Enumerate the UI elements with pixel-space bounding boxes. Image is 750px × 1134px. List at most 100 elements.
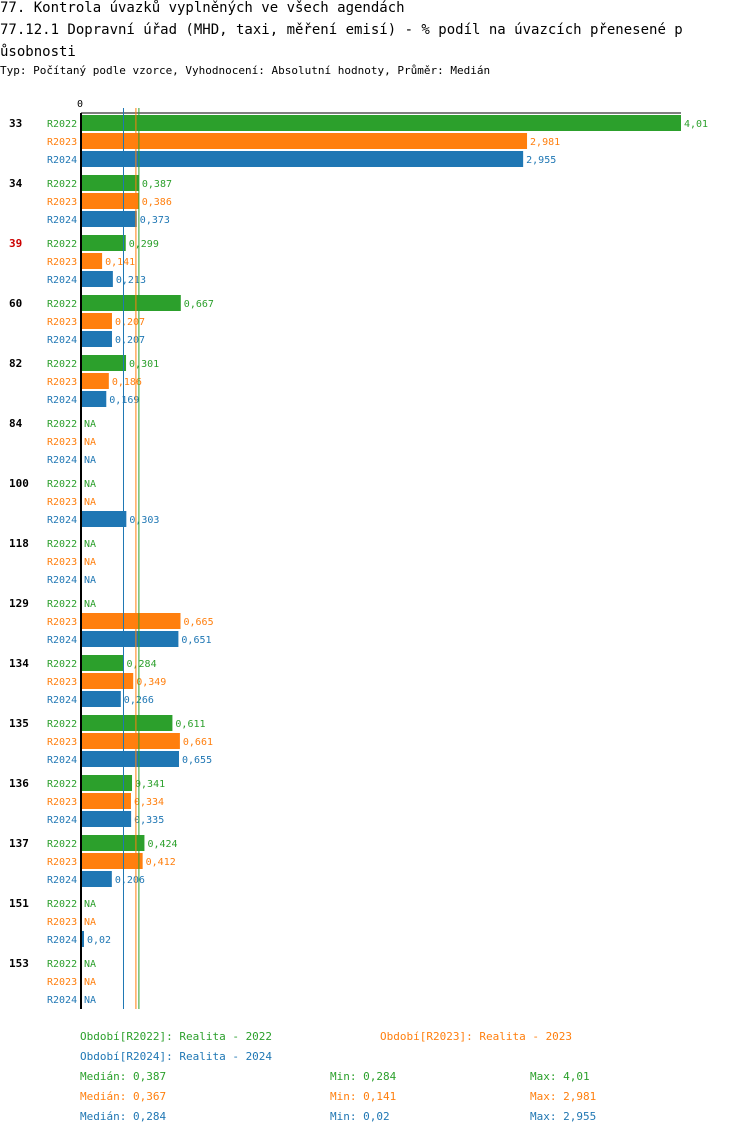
value-label-33-R2023: 2,981 xyxy=(530,137,560,148)
value-label-33-R2022: 4,01 xyxy=(684,119,708,130)
value-label-129-R2022: NA xyxy=(84,599,96,610)
bar-39-R2023 xyxy=(81,253,103,269)
series-label-82-R2022: R2022 xyxy=(47,359,77,370)
series-label-153-R2023: R2023 xyxy=(47,977,77,988)
chart-title-line-1: 77. Kontrola úvazků vyplněných ve všech … xyxy=(0,0,405,16)
value-label-34-R2024: 0,373 xyxy=(140,215,170,226)
bar-134-R2024 xyxy=(81,691,121,707)
bar-39-R2024 xyxy=(81,271,113,287)
value-label-82-R2023: 0,186 xyxy=(112,377,142,388)
series-label-60-R2022: R2022 xyxy=(47,299,77,310)
bar-60-R2023 xyxy=(81,313,112,329)
value-label-153-R2022: NA xyxy=(84,959,96,970)
bar-60-R2024 xyxy=(81,331,112,347)
series-label-39-R2022: R2022 xyxy=(47,239,77,250)
bar-136-R2023 xyxy=(81,793,131,809)
category-label-151: 151 xyxy=(9,897,29,910)
value-label-82-R2022: 0,301 xyxy=(129,359,159,370)
stat-median-r2023: Medián: 0,367 xyxy=(80,1090,167,1103)
series-label-39-R2024: R2024 xyxy=(47,275,77,286)
series-label-137-R2023: R2023 xyxy=(47,857,77,868)
series-label-39-R2023: R2023 xyxy=(47,257,77,268)
category-label-118: 118 xyxy=(9,537,29,550)
stat-max-r2023: Max: 2,981 xyxy=(530,1090,597,1103)
category-label-153: 153 xyxy=(9,957,29,970)
value-label-129-R2023: 0,665 xyxy=(184,617,214,628)
series-label-84-R2024: R2024 xyxy=(47,455,77,466)
category-label-82: 82 xyxy=(9,357,22,370)
chart-title-line-3: ůsobnosti xyxy=(0,44,76,60)
series-label-151-R2024: R2024 xyxy=(47,935,77,946)
value-label-118-R2023: NA xyxy=(84,557,96,568)
bar-34-R2023 xyxy=(81,193,139,209)
bar-33-R2022 xyxy=(81,115,681,131)
category-label-129: 129 xyxy=(9,597,29,610)
category-label-134: 134 xyxy=(9,657,29,670)
value-label-60-R2023: 0,207 xyxy=(115,317,145,328)
series-label-118-R2022: R2022 xyxy=(47,539,77,550)
bar-100-R2024 xyxy=(81,511,127,527)
bar-82-R2024 xyxy=(81,391,107,407)
legend-item-r2023: Období[R2023]: Realita - 2023 xyxy=(380,1030,573,1043)
series-label-136-R2022: R2022 xyxy=(47,779,77,790)
series-label-84-R2022: R2022 xyxy=(47,419,77,430)
series-label-134-R2022: R2022 xyxy=(47,659,77,670)
value-label-136-R2024: 0,335 xyxy=(134,815,164,826)
value-label-39-R2024: 0,213 xyxy=(116,275,146,286)
series-label-82-R2024: R2024 xyxy=(47,395,77,406)
value-label-84-R2022: NA xyxy=(84,419,96,430)
value-label-134-R2023: 0,349 xyxy=(136,677,166,688)
category-label-60: 60 xyxy=(9,297,22,310)
series-label-135-R2024: R2024 xyxy=(47,755,77,766)
series-label-135-R2022: R2022 xyxy=(47,719,77,730)
bar-34-R2024 xyxy=(81,211,137,227)
bar-34-R2022 xyxy=(81,175,139,191)
series-label-137-R2024: R2024 xyxy=(47,875,77,886)
value-label-135-R2024: 0,655 xyxy=(182,755,212,766)
bar-135-R2023 xyxy=(81,733,180,749)
value-label-134-R2022: 0,284 xyxy=(126,659,156,670)
series-label-34-R2023: R2023 xyxy=(47,197,77,208)
stat-median-r2024: Medián: 0,284 xyxy=(80,1110,167,1123)
value-label-118-R2024: NA xyxy=(84,575,96,586)
series-label-118-R2023: R2023 xyxy=(47,557,77,568)
series-label-33-R2024: R2024 xyxy=(47,155,77,166)
category-label-137: 137 xyxy=(9,837,29,850)
value-label-60-R2022: 0,667 xyxy=(184,299,214,310)
series-label-129-R2023: R2023 xyxy=(47,617,77,628)
series-label-118-R2024: R2024 xyxy=(47,575,77,586)
value-label-136-R2022: 0,341 xyxy=(135,779,165,790)
legend-item-r2024: Období[R2024]: Realita - 2024 xyxy=(80,1050,273,1063)
value-label-135-R2023: 0,661 xyxy=(183,737,213,748)
series-label-151-R2023: R2023 xyxy=(47,917,77,928)
series-label-84-R2023: R2023 xyxy=(47,437,77,448)
series-label-60-R2024: R2024 xyxy=(47,335,77,346)
value-label-34-R2022: 0,387 xyxy=(142,179,172,190)
series-label-134-R2023: R2023 xyxy=(47,677,77,688)
category-label-136: 136 xyxy=(9,777,29,790)
value-label-84-R2024: NA xyxy=(84,455,96,466)
bar-135-R2022 xyxy=(81,715,173,731)
bar-137-R2024 xyxy=(81,871,112,887)
value-label-151-R2023: NA xyxy=(84,917,96,928)
series-label-134-R2024: R2024 xyxy=(47,695,77,706)
series-label-33-R2022: R2022 xyxy=(47,119,77,130)
value-label-100-R2022: NA xyxy=(84,479,96,490)
series-label-136-R2023: R2023 xyxy=(47,797,77,808)
value-label-100-R2023: NA xyxy=(84,497,96,508)
series-label-129-R2022: R2022 xyxy=(47,599,77,610)
value-label-39-R2023: 0,141 xyxy=(105,257,135,268)
value-label-137-R2024: 0,206 xyxy=(115,875,145,886)
bar-134-R2023 xyxy=(81,673,134,689)
legend-item-r2022: Období[R2022]: Realita - 2022 xyxy=(80,1030,273,1043)
bar-60-R2022 xyxy=(81,295,181,311)
series-label-60-R2023: R2023 xyxy=(47,317,77,328)
value-label-34-R2023: 0,386 xyxy=(142,197,172,208)
value-label-153-R2023: NA xyxy=(84,977,96,988)
stat-median-r2022: Medián: 0,387 xyxy=(80,1070,167,1083)
stat-min-r2023: Min: 0,141 xyxy=(330,1090,397,1103)
category-label-34: 34 xyxy=(9,177,23,190)
value-label-33-R2024: 2,955 xyxy=(526,155,556,166)
bar-137-R2022 xyxy=(81,835,145,851)
